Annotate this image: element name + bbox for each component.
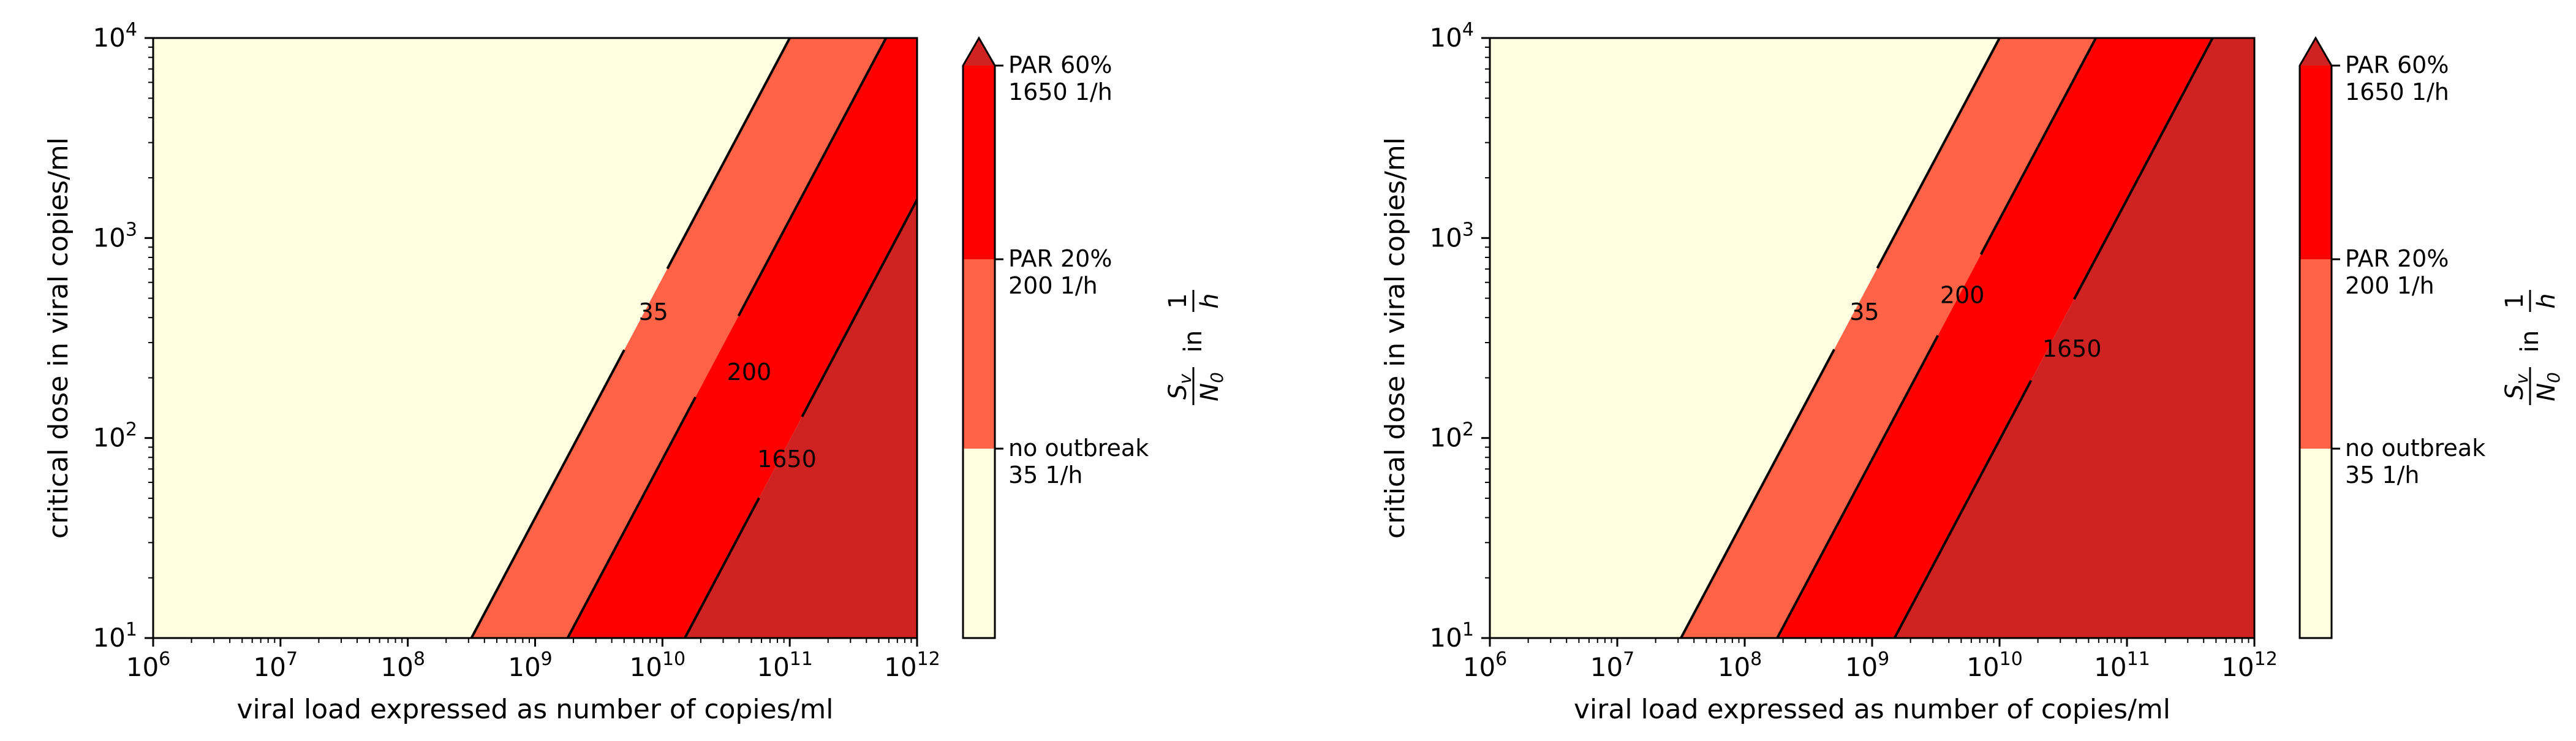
svg-text:1: 1: [1164, 293, 1192, 308]
colorbar-frame: [2298, 36, 2333, 639]
colorbar-tick-label: PAR 60%: [2345, 51, 2449, 78]
x-axis-label: viral load expressed as number of copies…: [237, 694, 834, 725]
y-tick-label: 103: [1429, 219, 1474, 253]
contour-label: 200: [727, 359, 772, 386]
x-tick-label: 1012: [2221, 648, 2278, 682]
colorbar-tick-label: 35 1/h: [2345, 462, 2420, 488]
x-tick-label: 1011: [2094, 648, 2150, 682]
plot-area: [1490, 38, 2254, 638]
svg-text:Sv: Sv: [1164, 374, 1195, 400]
x-tick-label: 1010: [1966, 648, 2023, 682]
svg-text:h: h: [1196, 293, 1224, 308]
colorbar-tick-label: 1650 1/h: [1008, 78, 1112, 105]
x-tick-label: 106: [126, 648, 171, 682]
y-tick-label: 104: [1429, 19, 1474, 53]
colorbar-tick-label: no outbreak: [1008, 435, 1149, 462]
colorbar-extend-arrow: [2300, 38, 2332, 66]
colorbar-extend-arrow: [963, 38, 995, 66]
plot-area: [153, 38, 917, 638]
chart-panel-1: 35 200 1650 106 107 108 109 1010 1011 1012 101 102 1…: [43, 19, 1227, 725]
y-tick-label: 102: [93, 419, 137, 453]
colorbar-segment-no-outbreak: [2300, 449, 2332, 638]
contour-label: 1650: [2042, 335, 2102, 362]
region-band-200-1650: [567, 38, 917, 638]
svg-text:in: in: [2516, 330, 2544, 352]
colorbar-tick-label: 200 1/h: [1008, 272, 1098, 299]
x-tick-label: 108: [1718, 648, 1762, 682]
y-axis-label: critical dose in viral copies/ml: [1380, 137, 1411, 539]
x-tick-label: 109: [508, 648, 553, 682]
svg-text:Sv: Sv: [2501, 374, 2532, 400]
y-tick-label: 104: [93, 19, 137, 53]
colorbar-tick-label: 35 1/h: [1008, 462, 1083, 488]
x-tick-label: 1010: [630, 648, 686, 682]
x-tick-label: 109: [1845, 648, 1890, 682]
colorbar-tick-label: no outbreak: [2345, 435, 2485, 462]
colorbar-tick-label: 1650 1/h: [2345, 78, 2449, 105]
region-band-200-1650: [1777, 38, 2213, 638]
x-tick-label: 107: [1590, 648, 1635, 682]
x-axis-label: viral load expressed as number of copies…: [1574, 694, 2170, 725]
y-tick-label: 103: [93, 219, 137, 253]
contour-line-35: [1680, 38, 2001, 638]
region-no-outbreak: [153, 38, 790, 638]
contour-label: 200: [1940, 281, 1985, 308]
y-tick-label: 101: [93, 619, 137, 653]
region-band-35-200: [1680, 38, 2096, 638]
y-tick-label: 102: [1429, 419, 1474, 453]
contour-label: 35: [1849, 298, 1879, 325]
colorbar-segment-par20: [963, 259, 995, 449]
svg-text:1: 1: [2501, 293, 2529, 308]
y-tick-label: 101: [1429, 619, 1474, 653]
x-tick-label: 106: [1463, 648, 1508, 682]
contour-label: 1650: [757, 446, 817, 473]
x-tick-label: 1012: [884, 648, 940, 682]
chart-panel-2: 35 200 1650 106 107 108 109 1010 1011 1012 101 102 1…: [1380, 19, 2564, 725]
y-axis-label: critical dose in viral copies/ml: [43, 137, 74, 539]
colorbar-segment-par60: [963, 66, 995, 259]
region-no-outbreak: [1490, 38, 2000, 638]
x-tick-label: 1011: [757, 648, 813, 682]
svg-text:N0: N0: [1196, 372, 1227, 401]
colorbar-frame: [962, 36, 996, 639]
x-tick-label: 107: [254, 648, 298, 682]
x-tick-label: 108: [380, 648, 425, 682]
colorbar-segment-no-outbreak: [963, 449, 995, 638]
colorbar-segment-par20: [2300, 259, 2332, 449]
svg-text:N0: N0: [2533, 372, 2564, 401]
colorbar-segment-par60: [2300, 66, 2332, 259]
contour-line-1650: [684, 197, 917, 638]
region-above-1650: [1894, 38, 2254, 638]
contour-label: 35: [638, 298, 668, 325]
contour-line-35: [470, 38, 791, 638]
svg-text:h: h: [2533, 293, 2561, 308]
colorbar-tick-label: 200 1/h: [2345, 272, 2434, 299]
colorbar-tick-label: PAR 60%: [1008, 51, 1112, 78]
colorbar-tick-label: PAR 20%: [2345, 245, 2449, 272]
contour-line-200: [566, 38, 888, 638]
svg-text:in: in: [1179, 330, 1207, 352]
region-band-35-200: [471, 38, 886, 638]
contour-line-200: [1776, 38, 2097, 638]
contour-line-1650: [1893, 38, 2214, 638]
colorbar-tick-label: PAR 20%: [1008, 245, 1112, 272]
